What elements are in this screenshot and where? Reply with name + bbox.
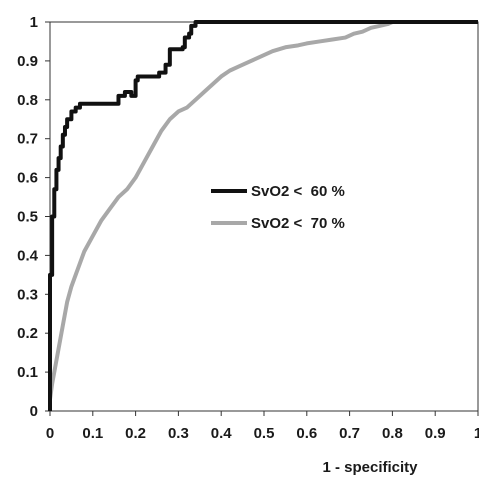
series-layer bbox=[48, 20, 478, 411]
y-tick-label: 0.8 bbox=[17, 92, 38, 109]
x-axis-ticks: 0 0.1 0.2 0.3 0.4 0.5 0.6 0.7 0.8 0.9 1 bbox=[46, 411, 479, 442]
y-tick-label: 0 bbox=[30, 403, 38, 420]
series-line-2 bbox=[48, 20, 478, 400]
x-tick-label: 0.9 bbox=[425, 425, 446, 442]
x-tick-label: 0.3 bbox=[168, 425, 189, 442]
legend-label-2: SvO2 < 70 % bbox=[251, 215, 345, 232]
legend: SvO2 < 60 % SvO2 < 70 % bbox=[211, 183, 345, 232]
y-tick-label: 0.3 bbox=[17, 286, 38, 303]
x-axis-title: 1 - specificity bbox=[322, 459, 418, 476]
x-tick-label: 0.7 bbox=[339, 425, 360, 442]
y-tick-label: 0.7 bbox=[17, 131, 38, 148]
x-tick-label: 0.1 bbox=[82, 425, 103, 442]
x-tick-label: 0.4 bbox=[211, 425, 233, 442]
x-tick-label: 0.8 bbox=[382, 425, 403, 442]
y-tick-label: 1 bbox=[30, 14, 38, 31]
x-tick-label: 0.6 bbox=[296, 425, 317, 442]
y-tick-label: 0.9 bbox=[17, 53, 38, 70]
y-tick-label: 0.4 bbox=[17, 247, 39, 264]
y-tick-label: 0.5 bbox=[17, 209, 38, 226]
x-tick-label: 1 bbox=[474, 425, 479, 442]
series-line-1 bbox=[48, 20, 478, 411]
y-axis-ticks: 0 0.1 0.2 0.3 0.4 0.5 0.6 0.7 0.8 0.9 1 bbox=[17, 14, 50, 420]
y-tick-label: 0.2 bbox=[17, 325, 38, 342]
legend-label-1: SvO2 < 60 % bbox=[251, 183, 345, 200]
x-tick-label: 0.2 bbox=[125, 425, 146, 442]
x-tick-label: 0.5 bbox=[254, 425, 275, 442]
y-tick-label: 0.1 bbox=[17, 364, 38, 381]
y-tick-label: 0.6 bbox=[17, 170, 38, 187]
x-tick-label: 0 bbox=[46, 425, 54, 442]
